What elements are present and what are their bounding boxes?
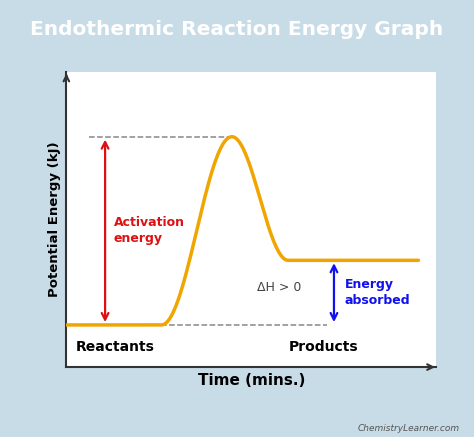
Text: Reactants: Reactants bbox=[76, 340, 155, 354]
Text: Products: Products bbox=[289, 340, 358, 354]
Text: ΔH > 0: ΔH > 0 bbox=[256, 281, 301, 294]
Text: ChemistryLearner.com: ChemistryLearner.com bbox=[358, 423, 460, 433]
Text: Endothermic Reaction Energy Graph: Endothermic Reaction Energy Graph bbox=[30, 20, 444, 39]
X-axis label: Time (mins.): Time (mins.) bbox=[198, 373, 305, 388]
Text: Activation
energy: Activation energy bbox=[114, 216, 185, 245]
Y-axis label: Potential Energy (kJ): Potential Energy (kJ) bbox=[48, 142, 61, 298]
Text: Energy
absorbed: Energy absorbed bbox=[345, 278, 410, 307]
